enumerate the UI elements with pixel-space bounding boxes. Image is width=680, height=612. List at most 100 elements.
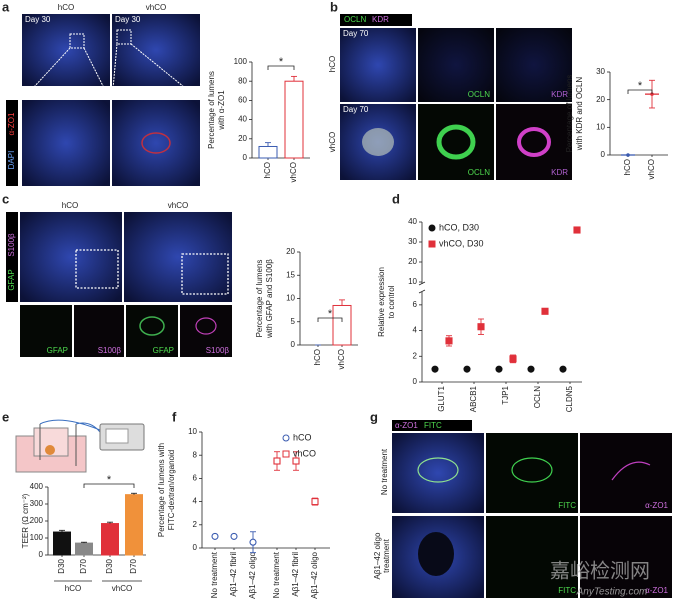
bar (125, 494, 143, 556)
y-tick-label: 0 (39, 550, 44, 559)
y-tick-label: 10 (408, 277, 417, 286)
y-tick-label: 200 (30, 516, 44, 525)
marker (431, 365, 439, 373)
stain-label: FITC (424, 421, 442, 430)
y-tick-label: 6 (413, 300, 418, 309)
y-tick-label: 2 (413, 351, 418, 360)
x-tick-label: vhCO (289, 162, 298, 182)
micrograph (496, 104, 572, 180)
x-tick-label: D70 (129, 558, 138, 573)
y-tick-label: 40 (408, 217, 417, 226)
micrograph (20, 305, 72, 357)
micrograph (126, 305, 178, 357)
day-label: Day 70 (343, 105, 369, 114)
y-tick-label: 100 (30, 533, 44, 542)
day-label: Day 30 (25, 15, 51, 24)
micrograph (392, 433, 484, 513)
micrograph (22, 14, 110, 86)
stain-label: S100β (7, 233, 16, 257)
x-tick-label: Aβ1–42 fibril (229, 552, 238, 597)
y-axis-label: FITC-dextran/organoid (167, 450, 176, 530)
legend-label: vhCO (293, 448, 316, 458)
y-tick-label: 40 (238, 115, 247, 124)
micrograph (418, 104, 494, 180)
micrograph (124, 212, 232, 302)
significance-label: * (107, 474, 112, 486)
row-label: Aβ1–42 oligo (373, 532, 382, 579)
panel-b-images: OCLN KDR hCO vhCO Day 70 Day 70 OCLN KDR… (328, 14, 572, 180)
lumen (517, 127, 551, 157)
panel-g-images: α-ZO1 FITC No treatment Aβ1–42 oligo tre… (373, 420, 672, 598)
marker (573, 226, 581, 234)
channel-label: S100β (206, 346, 230, 355)
y-tick-label: 80 (238, 76, 247, 85)
y-axis-label: to control (387, 285, 396, 318)
y-tick-label: 30 (596, 67, 605, 76)
significance-bracket (317, 317, 343, 322)
watermark: 嘉峪检测网 (550, 559, 650, 582)
zoom-box (69, 33, 85, 49)
y-axis-label: with KDR and OCLN (575, 77, 584, 152)
significance-bracket (627, 89, 653, 94)
stain-label: DAPI (7, 151, 16, 170)
row-label: treatment (382, 538, 391, 573)
channel-label: OCLN (468, 90, 490, 99)
lumen (418, 532, 454, 576)
axis-break (418, 281, 426, 286)
panel-letter: b (330, 0, 338, 14)
stain-box (6, 212, 18, 302)
lumen (611, 461, 651, 481)
stain-label: α-ZO1 (7, 112, 16, 135)
meter-screen (105, 428, 129, 444)
y-tick-label: 20 (596, 95, 605, 104)
row-label: hCO (328, 56, 337, 72)
bar (75, 542, 93, 556)
column-label: vhCO (146, 3, 166, 12)
micrograph (486, 516, 578, 598)
marker (273, 457, 281, 465)
legend-marker (428, 240, 436, 248)
channel-label: FITC (558, 501, 576, 510)
micrograph (74, 305, 124, 357)
y-tick-label: 300 (30, 499, 44, 508)
watermark: AnyTesting.com (576, 587, 648, 598)
micrograph (112, 100, 200, 186)
x-tick-label: D30 (105, 558, 114, 573)
y-tick-label: 100 (234, 57, 248, 66)
channel-label: S100β (98, 346, 122, 355)
x-tick-label: ABCB1 (469, 385, 478, 412)
marker (527, 365, 535, 373)
row-label: vhCO (328, 132, 337, 152)
y-axis-label: Percentage of lumens (565, 75, 574, 153)
stain-box (6, 100, 18, 186)
row-label: No treatment (380, 448, 389, 495)
bar (53, 531, 71, 556)
y-tick-label: 20 (408, 257, 417, 266)
lumen (139, 316, 165, 336)
zoom-line (21, 47, 71, 101)
y-tick-label: 0 (243, 153, 248, 162)
bar (258, 145, 278, 159)
legend-label: hCO (293, 432, 312, 442)
x-tick-label: TJP1 (501, 385, 510, 404)
y-axis-label: Percentage of lumens with (157, 443, 166, 537)
panel-letter: f (172, 409, 177, 424)
channel-label: GFAP (153, 346, 174, 355)
legend-label: vhCO, D30 (439, 238, 484, 248)
marker (477, 323, 485, 331)
marker (541, 307, 549, 315)
y-axis-label: Percentage of lumens (255, 260, 264, 338)
bar (284, 80, 304, 159)
panel-letter: c (2, 191, 9, 206)
bar (332, 304, 352, 346)
micrograph (580, 433, 672, 513)
channel-label: OCLN (468, 168, 490, 177)
y-tick-label: 5 (291, 317, 296, 326)
y-axis-label: TEER (Ω cm⁻²) (21, 493, 30, 548)
y-tick-label: 60 (238, 96, 247, 105)
significance-bracket (83, 483, 135, 488)
micrograph (580, 516, 672, 598)
y-tick-label: 0 (413, 377, 418, 386)
group-label: vhCO (112, 584, 132, 593)
lumen (511, 457, 553, 483)
